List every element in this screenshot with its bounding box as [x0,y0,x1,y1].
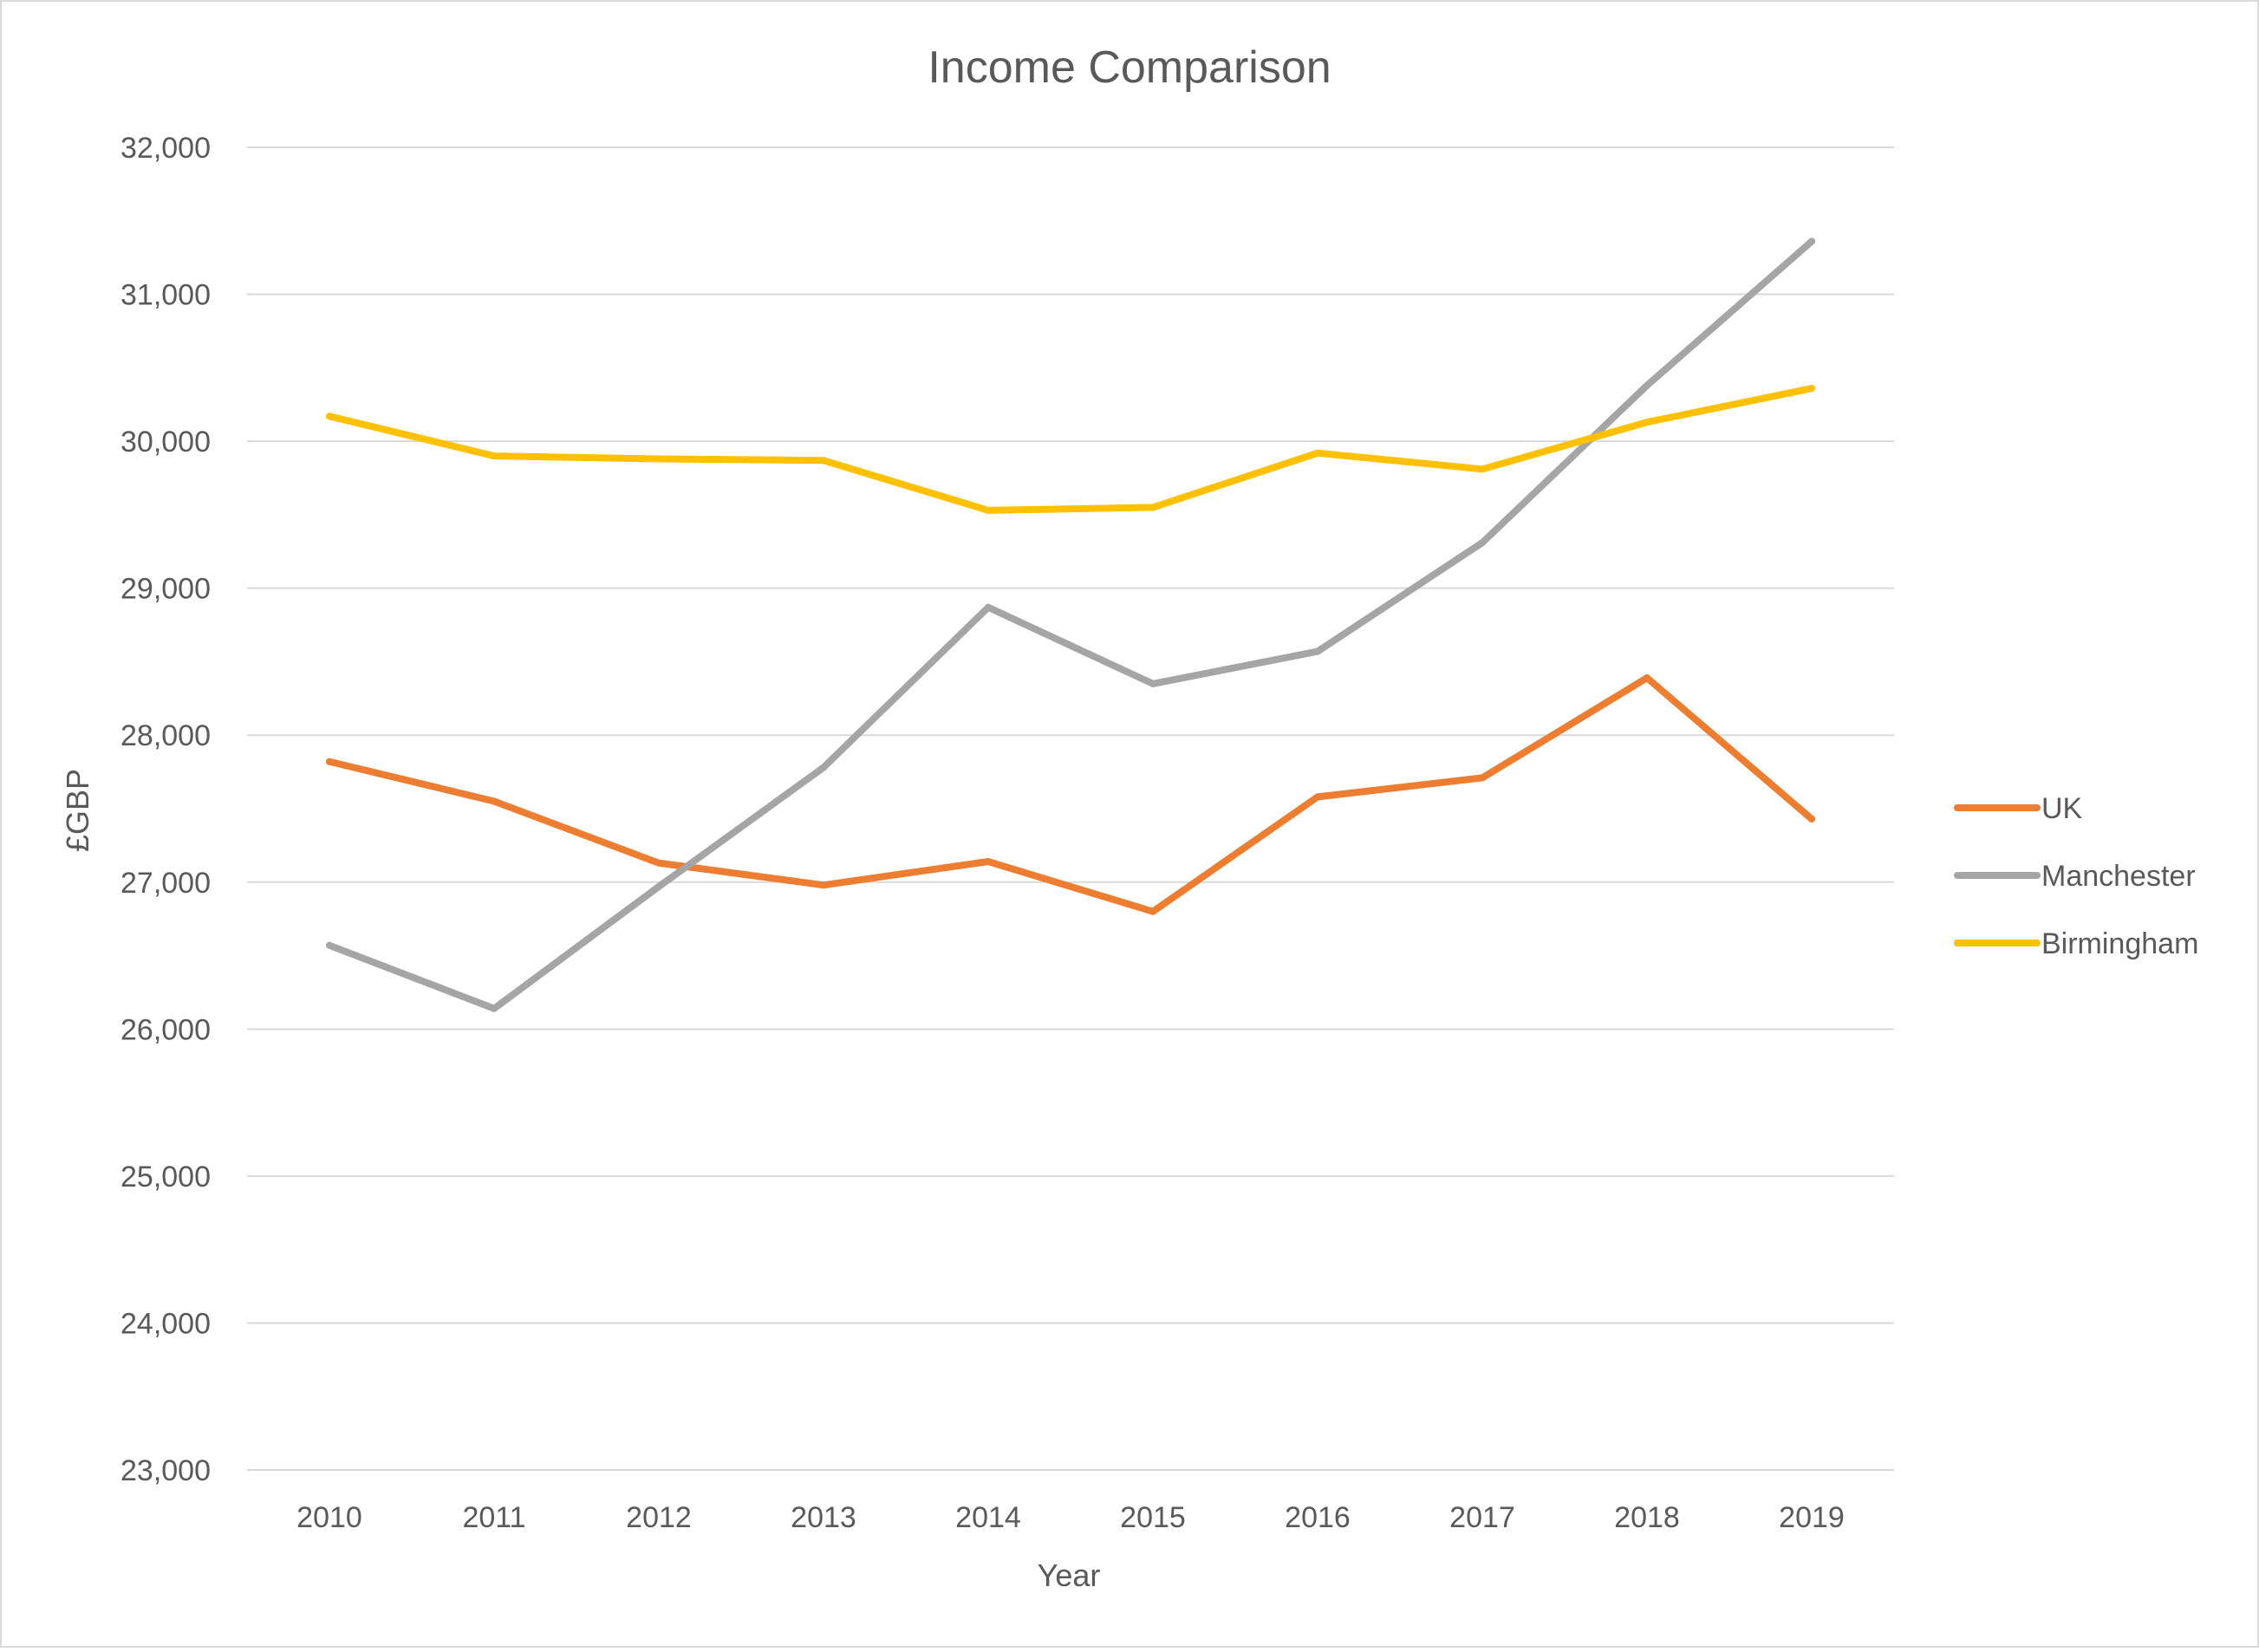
data-point-uk [326,758,333,765]
legend-item-manchester: Manchester [1954,860,2196,893]
legend-item-birmingham: Birmingham [1954,927,2198,960]
legend-label: UK [2041,792,2083,825]
data-point-birmingham [326,413,333,420]
x-tick-label: 2011 [462,1501,525,1534]
data-point-uk [820,881,827,889]
x-tick-label: 2018 [1614,1501,1680,1534]
y-tick-label: 26,000 [120,1013,211,1046]
data-point-birmingham [985,506,992,514]
data-point-birmingham [655,455,662,463]
data-point-manchester [1479,539,1486,547]
y-tick-label: 25,000 [120,1161,211,1193]
legend-item-uk: UK [1954,792,2083,825]
data-point-manchester [1808,237,1815,245]
y-tick-label: 32,000 [120,132,211,165]
y-tick-label: 27,000 [120,867,211,900]
y-tick-label: 28,000 [120,719,211,752]
data-point-uk [1314,793,1321,801]
data-point-manchester [1644,381,1650,389]
data-point-manchester [1149,680,1156,687]
series-line-uk [326,674,1815,915]
x-tick-label: 2016 [1285,1501,1351,1534]
y-axis-tick-labels: 23,000 24,000 25,000 26,000 27,000 28,000 29,0… [120,132,211,1487]
y-tick-label: 24,000 [120,1307,211,1340]
x-axis-tick-labels: 2010 2011 2012 2013 2014 2015 2016 2017 2018 2019 [296,1501,1845,1534]
x-tick-label: 2015 [1120,1501,1186,1534]
data-point-manchester [655,882,662,890]
y-tick-label: 23,000 [120,1454,211,1487]
data-point-uk [1808,815,1815,823]
data-point-birmingham [820,457,827,465]
data-point-birmingham [1644,419,1650,426]
y-tick-label: 30,000 [120,426,211,459]
data-point-birmingham [1149,504,1156,511]
data-point-uk [985,858,992,866]
y-axis-label: £GBP [60,769,95,852]
y-tick-label: 29,000 [120,573,211,606]
data-point-uk [1479,774,1486,782]
data-point-birmingham [1808,385,1815,393]
series-line-birmingham [326,385,1815,514]
data-point-manchester [491,1005,498,1012]
data-point-uk [1149,907,1156,915]
series-line-manchester [326,237,1815,1012]
x-tick-label: 2012 [626,1501,692,1534]
x-tick-label: 2019 [1779,1501,1845,1534]
legend-label: Birmingham [2041,927,2198,960]
x-tick-label: 2013 [791,1501,856,1534]
data-point-manchester [820,764,827,771]
data-point-manchester [985,603,992,611]
x-tick-label: 2017 [1449,1501,1515,1534]
x-tick-label: 2014 [955,1501,1021,1534]
x-tick-label: 2010 [296,1501,362,1534]
gridlines [247,146,1894,1471]
data-point-manchester [1314,647,1321,655]
data-point-uk [1644,674,1650,682]
series-lines [326,237,1815,1012]
data-point-birmingham [491,452,498,460]
x-axis-label: Year [1038,1558,1101,1593]
data-point-uk [655,859,662,867]
legend-label: Manchester [2041,860,2196,893]
data-point-manchester [326,941,333,949]
legend: UK Manchester Birmingham [1954,792,2198,960]
data-point-birmingham [1479,465,1486,473]
chart-title: Income Comparison [928,42,1331,93]
data-point-birmingham [1314,449,1321,457]
y-tick-label: 31,000 [120,279,211,312]
data-point-uk [491,797,498,805]
